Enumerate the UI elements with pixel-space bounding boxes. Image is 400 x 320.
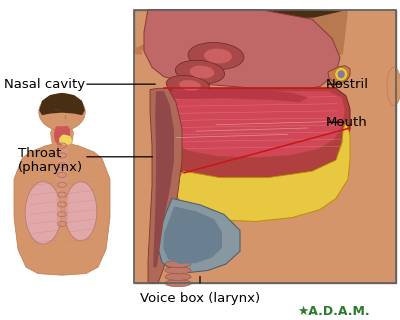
Circle shape [39,93,85,131]
FancyBboxPatch shape [134,10,396,283]
Polygon shape [158,198,240,273]
Ellipse shape [179,80,201,91]
Polygon shape [134,10,396,58]
Ellipse shape [204,49,232,63]
Ellipse shape [335,68,348,81]
Polygon shape [59,134,72,145]
Polygon shape [328,66,350,83]
Ellipse shape [25,181,61,244]
Text: Mouth: Mouth [326,116,368,129]
Polygon shape [50,128,74,146]
Ellipse shape [165,260,191,268]
Ellipse shape [175,60,225,84]
Polygon shape [340,10,396,283]
Text: Nostril: Nostril [326,78,369,91]
Polygon shape [14,142,110,275]
Polygon shape [134,45,154,283]
Polygon shape [54,126,70,146]
Polygon shape [148,88,182,283]
Ellipse shape [165,267,191,274]
Text: ★A.D.A.M.: ★A.D.A.M. [298,305,370,317]
Polygon shape [39,93,85,115]
Text: (pharynx): (pharynx) [18,161,83,173]
Ellipse shape [387,67,400,106]
Polygon shape [146,10,342,19]
Polygon shape [165,91,345,157]
Polygon shape [168,90,308,102]
Ellipse shape [190,66,214,78]
Polygon shape [144,10,340,90]
Text: Nasal cavity: Nasal cavity [4,78,85,91]
Text: Voice box (larynx): Voice box (larynx) [140,292,260,305]
Ellipse shape [165,280,191,287]
Polygon shape [176,122,350,221]
Ellipse shape [165,273,191,280]
Text: Throat: Throat [18,147,61,160]
Ellipse shape [65,181,97,241]
Polygon shape [153,91,174,267]
Polygon shape [158,88,350,178]
Polygon shape [134,54,162,283]
Ellipse shape [166,76,210,95]
Ellipse shape [188,43,244,69]
Ellipse shape [338,70,345,78]
FancyBboxPatch shape [4,45,116,275]
Polygon shape [163,206,222,264]
